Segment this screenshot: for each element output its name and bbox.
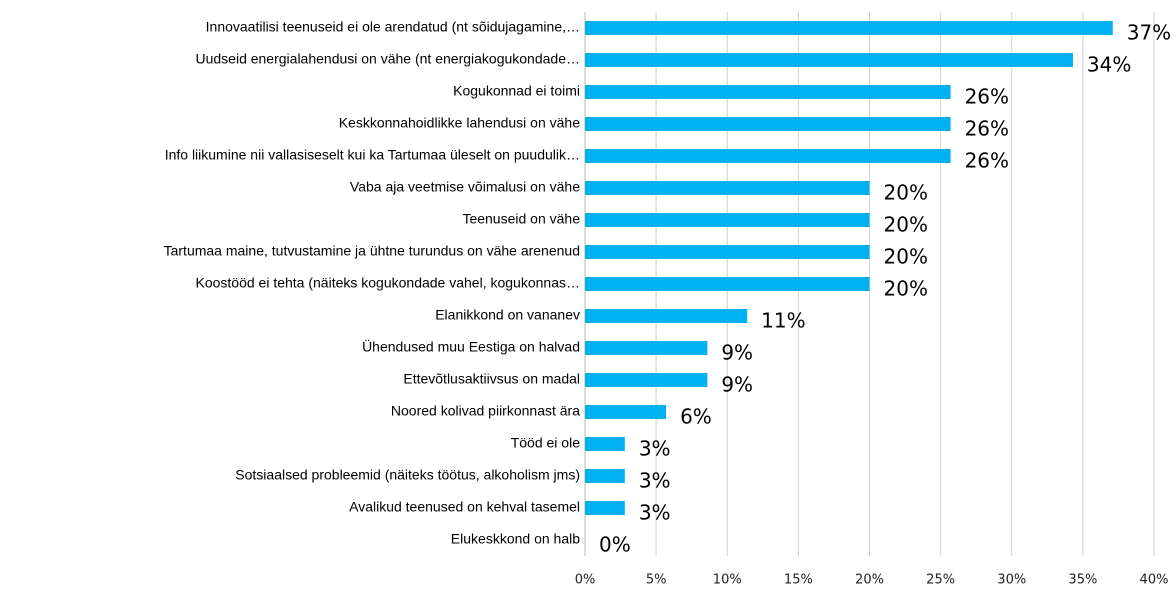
y-tick-label: Teenuseid on vähe: [462, 211, 580, 227]
bar: [585, 213, 870, 227]
bar: [585, 405, 667, 419]
data-label: 11%: [761, 309, 805, 333]
x-tick-label: 20%: [855, 573, 884, 588]
data-label: 34%: [1087, 53, 1131, 77]
data-label: 26%: [965, 149, 1009, 173]
x-tick-label: 40%: [1140, 573, 1169, 588]
y-tick-label: Koostööd ei tehta (näiteks kogukondade v…: [196, 275, 581, 291]
y-tick-label: Noored kolivad piirkonnast ära: [391, 403, 580, 419]
data-label: 3%: [639, 437, 671, 461]
data-label: 3%: [639, 469, 671, 493]
bar: [585, 501, 625, 515]
data-label: 20%: [884, 213, 928, 237]
x-tick-label: 15%: [784, 573, 813, 588]
bar: [585, 277, 870, 291]
y-tick-label: Uudseid energialahendusi on vähe (nt ene…: [195, 51, 580, 67]
y-tick-label: Info liikumine nii vallasiseselt kui ka …: [165, 147, 580, 163]
bar: [585, 21, 1113, 35]
y-tick-label: Sotsiaalsed probleemid (näiteks töötus, …: [235, 467, 580, 483]
data-label: 9%: [721, 341, 753, 365]
y-tick-label: Kogukonnad ei toimi: [453, 83, 580, 99]
y-tick-label: Avalikud teenused on kehval tasemel: [349, 499, 580, 515]
x-tick-label: 25%: [926, 573, 955, 588]
y-tick-label: Vaba aja veetmise võimalusi on vähe: [350, 179, 580, 195]
x-tick-label: 5%: [646, 573, 667, 588]
data-label: 0%: [599, 533, 631, 557]
bar: [585, 469, 625, 483]
bar: [585, 245, 870, 259]
y-tick-label: Ühendused muu Eestiga on halvad: [362, 338, 580, 355]
bar: [585, 437, 625, 451]
bar: [585, 181, 870, 195]
y-tick-label: Keskkonnahoidlikke lahendusi on vähe: [339, 115, 580, 131]
y-tick-label: Innovaatilisi teenuseid ei ole arendatud…: [206, 19, 580, 35]
x-tick-label: 35%: [1068, 573, 1097, 588]
bar: [585, 149, 951, 163]
data-label: 26%: [965, 85, 1009, 109]
y-tick-label: Tartumaa maine, tutvustamine ja ühtne tu…: [164, 243, 580, 259]
y-tick-label: Elukeskkond on halb: [451, 531, 580, 547]
data-label: 3%: [639, 501, 671, 525]
bar: [585, 373, 708, 387]
x-tick-label: 30%: [997, 573, 1026, 588]
data-label: 37%: [1127, 21, 1171, 45]
bar: [585, 117, 951, 131]
bar: [585, 85, 951, 99]
x-tick-label: 10%: [713, 573, 742, 588]
bar: [585, 53, 1073, 67]
data-label: 9%: [721, 373, 753, 397]
bar: [585, 309, 748, 323]
bar: [585, 341, 708, 355]
data-label: 6%: [680, 405, 712, 429]
y-tick-label: Ettevõtlusaktiivsus on madal: [403, 371, 580, 387]
data-label: 26%: [965, 117, 1009, 141]
data-label: 20%: [884, 277, 928, 301]
y-tick-label: Elanikkond on vananev: [435, 307, 580, 323]
data-label: 20%: [884, 245, 928, 269]
y-tick-label: Tööd ei ole: [511, 435, 580, 451]
x-tick-label: 0%: [575, 573, 596, 588]
data-label: 20%: [884, 181, 928, 205]
